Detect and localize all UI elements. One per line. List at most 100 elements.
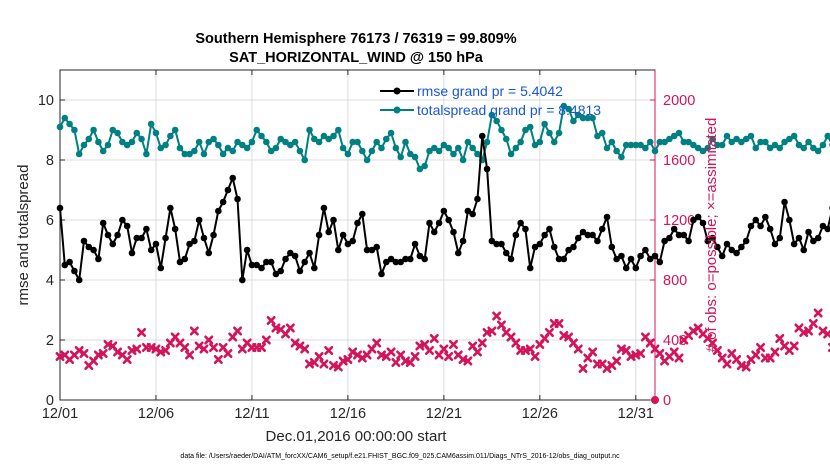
obs-assimilated-point xyxy=(319,359,329,369)
rmse-point xyxy=(248,261,256,269)
obs-assimilated-point xyxy=(429,334,439,343)
legend-spread-label: totalspread grand pr = 8.4813 xyxy=(417,102,601,118)
data-file-footer: data file: /Users/raeder/DAI/ATM_forcXX/… xyxy=(180,453,620,460)
rmse-point xyxy=(229,174,237,182)
x-tick-label: 12/06 xyxy=(138,406,174,422)
y2-tick-label: 0 xyxy=(663,393,671,409)
totalspread-point xyxy=(157,144,165,152)
rmse-point xyxy=(287,249,294,257)
rmse-point xyxy=(152,240,160,248)
obs-assimilated-point xyxy=(266,316,276,325)
rmse-point xyxy=(651,252,659,260)
y-tick-label: 10 xyxy=(38,93,54,109)
totalspread-point xyxy=(709,135,716,143)
totalspread-point xyxy=(752,144,760,152)
totalspread-point xyxy=(618,153,625,161)
totalspread-point xyxy=(622,141,630,149)
rmse-point xyxy=(680,231,688,239)
totalspread-point xyxy=(66,120,73,128)
series-layer xyxy=(55,102,830,404)
totalspread-point xyxy=(762,138,769,146)
totalspread-point xyxy=(416,165,424,173)
totalspread-point xyxy=(646,138,654,146)
rmse-point xyxy=(397,258,404,266)
rmse-point xyxy=(598,225,606,233)
rmse-point xyxy=(167,204,174,212)
totalspread-point xyxy=(454,144,462,152)
rmse-point xyxy=(685,237,692,245)
rmse-point xyxy=(243,246,251,254)
y2-tick-label: 1600 xyxy=(663,153,695,169)
obs-assimilated-point xyxy=(343,355,353,364)
rmse-point xyxy=(123,222,131,230)
rmse-point xyxy=(344,240,352,248)
totalspread-point xyxy=(642,144,649,152)
rmse-point xyxy=(267,258,275,266)
totalspread-point xyxy=(128,138,136,146)
totalspread-point xyxy=(267,147,275,155)
totalspread-point xyxy=(335,126,342,134)
obs-assimilated-point xyxy=(391,358,401,367)
totalspread-point xyxy=(723,132,731,140)
totalspread-point xyxy=(200,150,208,158)
rmse-point xyxy=(263,258,270,266)
rmse-point xyxy=(80,237,88,245)
totalspread-point xyxy=(795,141,803,149)
rmse-point xyxy=(138,234,145,242)
totalspread-point xyxy=(195,138,203,146)
rmse-point xyxy=(387,255,395,263)
rmse-point xyxy=(589,231,596,239)
rmse-point xyxy=(411,240,419,248)
totalspread-point xyxy=(205,138,213,146)
x-tick-label: 12/31 xyxy=(618,406,654,422)
obs-assimilated-point xyxy=(751,350,761,360)
totalspread-point xyxy=(133,129,141,137)
y2-tick-label: 2000 xyxy=(663,93,695,109)
obs-assimilated-point xyxy=(463,356,473,366)
totalspread-point xyxy=(670,132,678,140)
rmse-point xyxy=(373,243,380,251)
totalspread-point xyxy=(85,135,93,143)
rmse-point xyxy=(613,255,620,263)
rmse-point xyxy=(550,243,558,251)
rmse-point xyxy=(176,258,184,266)
rmse-point xyxy=(805,228,812,236)
totalspread-point xyxy=(786,135,793,143)
totalspread-point xyxy=(450,150,457,158)
rmse-point xyxy=(402,255,409,263)
rmse-point xyxy=(363,246,371,254)
totalspread-point xyxy=(181,150,189,158)
totalspread-point xyxy=(747,132,755,140)
totalspread-point xyxy=(191,147,198,155)
totalspread-point xyxy=(526,123,534,131)
rmse-point xyxy=(320,204,328,212)
rmse-point xyxy=(474,195,481,203)
rmse-point xyxy=(215,207,222,215)
obs-assimilated-point xyxy=(314,352,324,361)
obs-assimilated-point xyxy=(496,320,506,330)
totalspread-point xyxy=(704,144,712,152)
y2-axis-label: # of obs: o=possible; ×=assimilated xyxy=(703,118,720,353)
rmse-point xyxy=(747,222,755,230)
totalspread-point xyxy=(167,132,174,140)
rmse-point xyxy=(632,264,640,272)
rmse-point xyxy=(531,243,539,251)
rmse-point xyxy=(358,210,366,218)
totalspread-point xyxy=(426,147,433,155)
totalspread-point xyxy=(810,144,817,152)
y-axis-label: rmse and totalspread xyxy=(15,165,32,306)
obs-assimilated-point xyxy=(300,344,310,354)
totalspread-point xyxy=(147,120,155,128)
rmse-point xyxy=(450,228,457,236)
totalspread-point xyxy=(579,114,587,122)
totalspread-point xyxy=(406,150,414,158)
totalspread-point xyxy=(550,138,558,146)
totalspread-point xyxy=(186,150,193,158)
totalspread-point xyxy=(430,144,438,152)
totalspread-point xyxy=(613,147,620,155)
rmse-point xyxy=(594,237,601,245)
obs-assimilated-point xyxy=(285,323,295,333)
y-tick-label: 2 xyxy=(46,333,54,349)
totalspread-point xyxy=(282,138,289,146)
totalspread-point xyxy=(565,105,572,113)
